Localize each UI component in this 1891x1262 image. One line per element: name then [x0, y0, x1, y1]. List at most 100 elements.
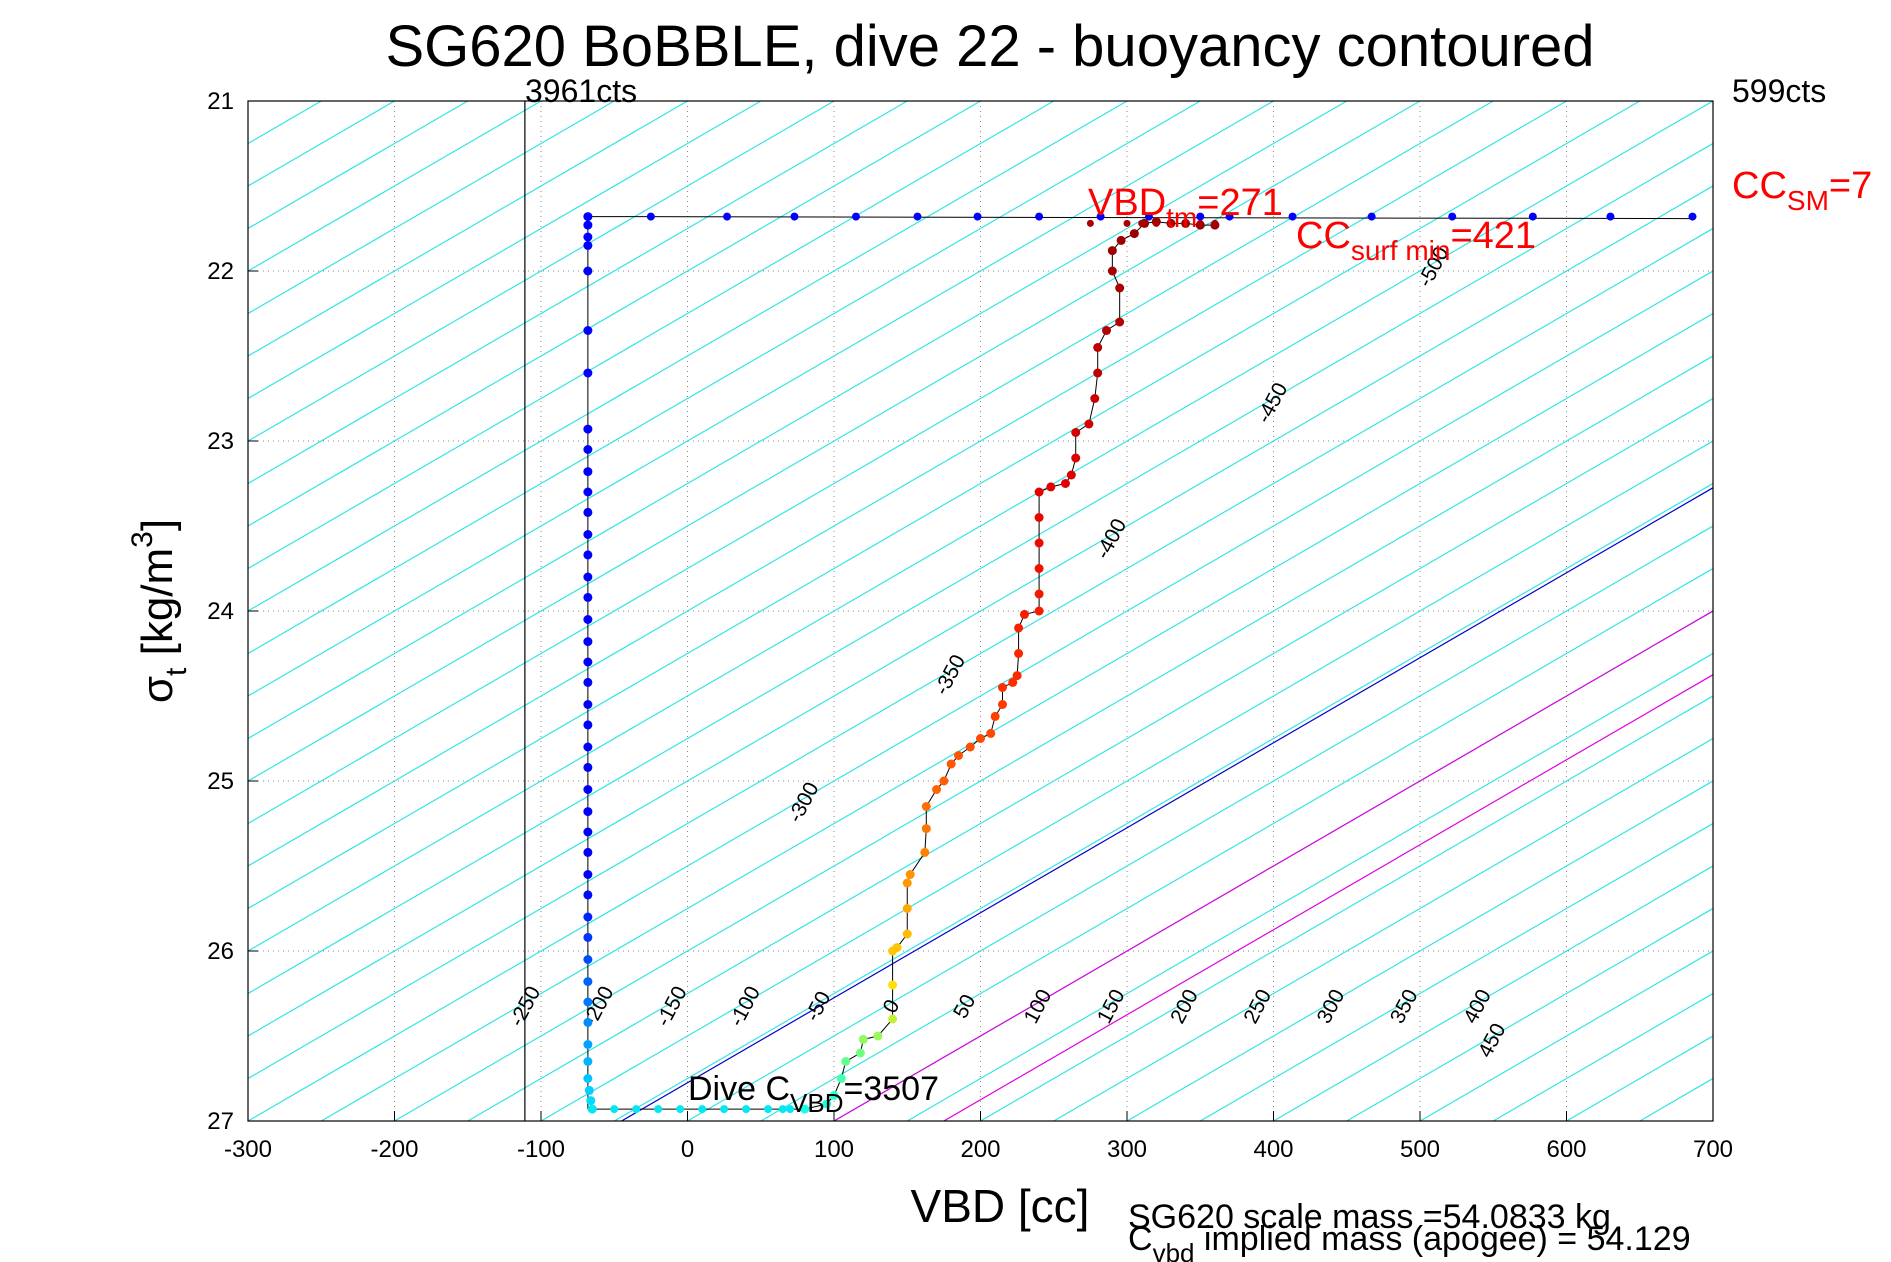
surface-point [1225, 212, 1234, 221]
ascent-point [990, 711, 1000, 721]
implied-sub: vbd [1153, 1238, 1195, 1262]
cc-sm-value: =7 [1829, 165, 1872, 207]
surface-ascent-point [1138, 219, 1146, 227]
y-axis-label-units: [kg/m [133, 548, 182, 668]
bottom-point [764, 1105, 773, 1114]
ascent-point [997, 700, 1007, 709]
surface-point [1367, 212, 1376, 221]
dive-c-value: =3507 [844, 1070, 940, 1108]
ascent-point [986, 728, 996, 738]
descent-point [583, 827, 593, 837]
ascent-point [888, 1014, 898, 1024]
y-axis-label-sub: t [160, 667, 193, 676]
bottom-point [742, 1105, 751, 1114]
chart-title: SG620 BoBBLE, dive 22 - buoyancy contour… [385, 14, 1594, 79]
descent-point [583, 615, 593, 624]
ascent-point [858, 1034, 868, 1044]
cc-sm-sub: SM [1787, 185, 1829, 216]
ascent-point [1071, 428, 1081, 437]
blue-reference-line [621, 487, 1713, 1121]
descent-point [583, 507, 593, 517]
implied-mass-annotation: Cvbd implied mass (apogee) = 54.129 [1128, 1220, 1691, 1262]
descent-point [583, 266, 593, 276]
surface-point [1096, 212, 1105, 221]
ascent-point [1071, 453, 1081, 463]
descent-point [583, 1017, 593, 1027]
cc-surf-value: =421 [1450, 215, 1536, 257]
contour-line [248, 101, 1128, 612]
ascent-point [1115, 283, 1125, 293]
contour-line [320, 312, 1713, 1121]
surface-trace-line [587, 216, 1693, 220]
descent-point [583, 912, 593, 922]
surface-ascent-point [1211, 219, 1219, 227]
contour-line [248, 101, 1055, 570]
ascent-point [873, 1031, 883, 1041]
descent-point [583, 932, 593, 942]
ascent-point [1008, 677, 1018, 687]
contour-line [248, 101, 1348, 740]
descent-point [583, 977, 593, 987]
descent-point [583, 530, 593, 539]
descent-point [583, 220, 593, 230]
ascent-point [1034, 538, 1044, 548]
ascent-point [1129, 229, 1139, 239]
bottom-point [632, 1105, 641, 1114]
x-tick-label: -200 [370, 1136, 418, 1163]
contour-line [1346, 907, 1713, 1121]
descent-point [583, 742, 593, 752]
x-tick-label: 200 [960, 1136, 1000, 1163]
contour-line [248, 101, 835, 442]
contour-line [1053, 737, 1713, 1121]
surface-point [851, 212, 860, 221]
cc-surf-main: CC [1296, 215, 1351, 257]
descent-point [583, 550, 593, 560]
ascent-point [965, 742, 975, 752]
descent-point [583, 677, 593, 687]
contour-line [248, 101, 1494, 825]
magenta-reference-line [943, 674, 1713, 1121]
implied-main: C [1128, 1220, 1153, 1258]
descent-point [583, 657, 593, 667]
descent-point [583, 232, 593, 242]
dive-c-sub: VBD [790, 1088, 843, 1118]
cc-sm-main: CC [1732, 165, 1787, 207]
descent-point [583, 445, 593, 454]
contour-line [248, 101, 1274, 697]
ascent-point [921, 824, 931, 834]
ascent-point [841, 1057, 851, 1066]
ascent-point [1115, 317, 1125, 327]
descent-point [583, 487, 593, 497]
y-tick-label: 24 [207, 598, 234, 625]
x-axis-label: VBD [cc] [911, 1180, 1090, 1232]
y-axis-label-close: ] [133, 519, 182, 531]
y-tick-label: 23 [207, 428, 234, 455]
ascent-point [1014, 623, 1024, 633]
surface-point [913, 212, 922, 221]
vbd-tm-main: VBD [1088, 182, 1166, 224]
surface-point [1035, 212, 1044, 221]
contour-line [467, 397, 1713, 1121]
surface-point [1606, 212, 1615, 221]
contour-line [248, 142, 1713, 995]
x-tick-label: -300 [224, 1136, 272, 1163]
x-tick-label: 400 [1253, 1136, 1293, 1163]
surface-point [973, 212, 982, 221]
bottom-point [676, 1105, 685, 1114]
ascent-point [1060, 479, 1070, 488]
surface-ascent-point [1167, 219, 1175, 227]
vbd-tm-sub: tm [1166, 202, 1197, 233]
bottom-point [778, 1105, 787, 1114]
contour-line [248, 101, 981, 527]
y-tick-label: 26 [207, 938, 234, 965]
descent-point [583, 847, 593, 857]
x-tick-label: 500 [1400, 1136, 1440, 1163]
descent-point [583, 326, 593, 335]
contour-line [540, 440, 1713, 1121]
bottom-point [588, 1105, 597, 1114]
ascent-point [1093, 368, 1103, 378]
bottom-point [610, 1105, 619, 1114]
descent-point [586, 1096, 596, 1106]
x-tick-label: 600 [1546, 1136, 1586, 1163]
ascent-point [1034, 513, 1044, 522]
